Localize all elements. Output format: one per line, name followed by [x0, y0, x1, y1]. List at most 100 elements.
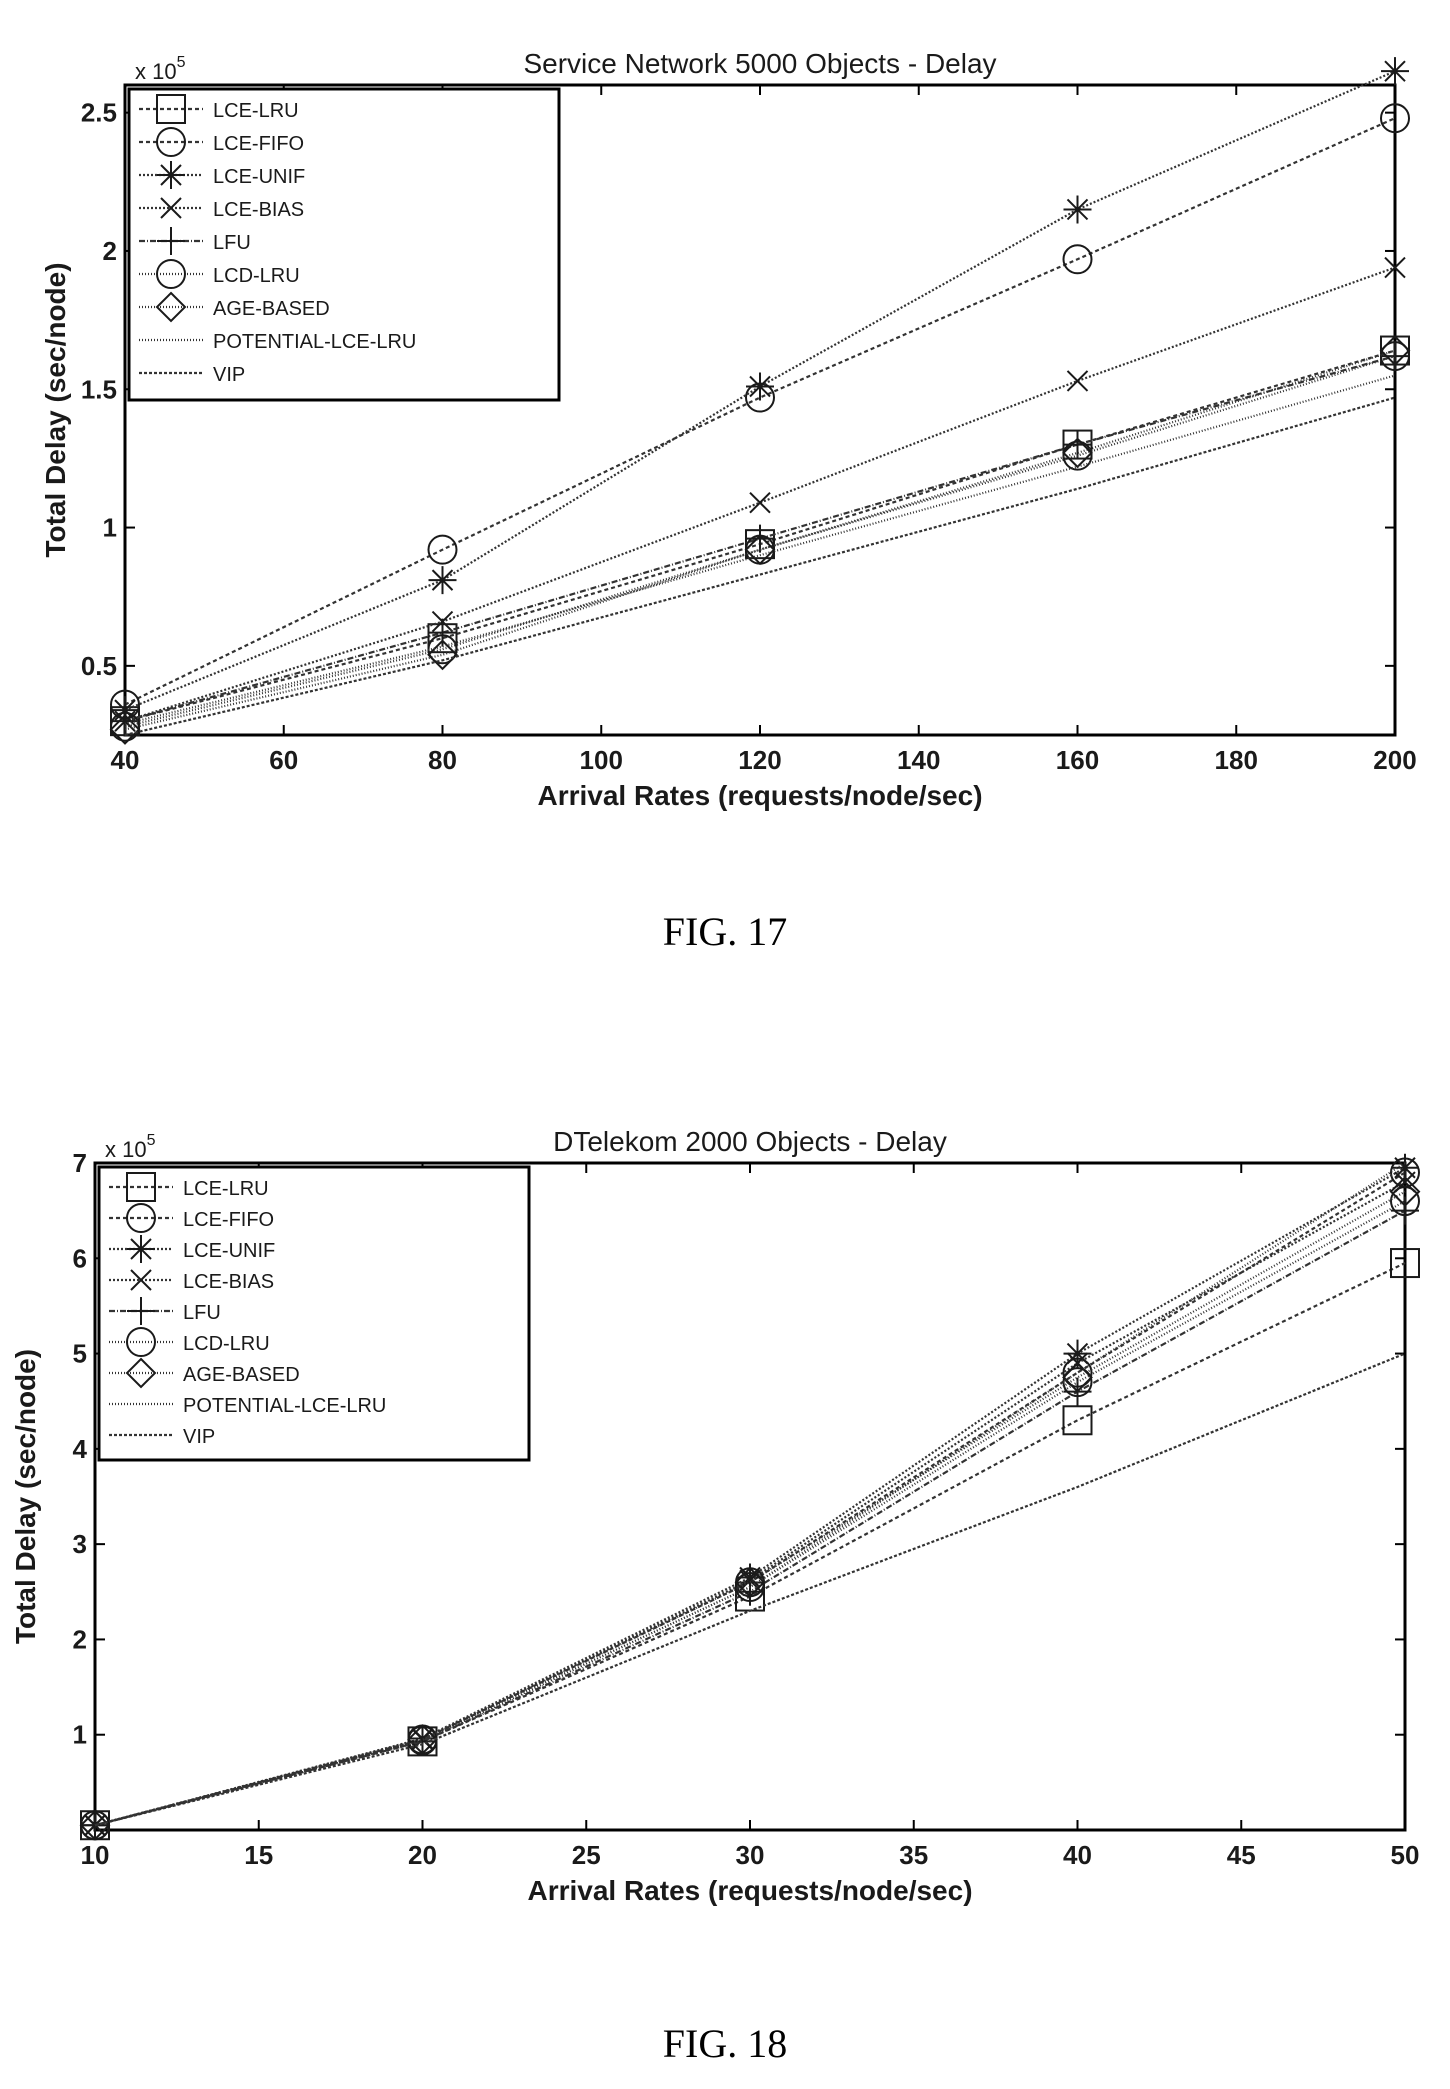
legend-marker [160, 197, 182, 219]
legend-item-VIP: VIP [109, 1426, 215, 1448]
data-point [1066, 370, 1089, 392]
data-point [1381, 57, 1409, 86]
y-axis-label: Total Delay (sec/node) [40, 262, 71, 557]
data-point [744, 534, 776, 566]
data-point [1390, 1186, 1420, 1217]
legend-label: AGE-BASED [183, 1364, 300, 1386]
legend-marker [157, 161, 185, 189]
series-LCE-FIFO [110, 103, 1410, 720]
series-line [124, 349, 1396, 731]
legend-item-LCE-LRU: LCE-LRU [139, 94, 299, 124]
legend-marker [156, 259, 186, 289]
x-tick-label: 120 [738, 745, 781, 775]
x-tick-label: 80 [428, 745, 457, 775]
x-tick-label: 25 [572, 1840, 601, 1870]
legend-item-LCE-BIAS: LCE-BIAS [109, 1269, 274, 1293]
data-point [1062, 1405, 1093, 1436]
data-point [428, 566, 457, 595]
legend-item-LFU: LFU [139, 227, 251, 255]
x-tick-label: 45 [1227, 1840, 1256, 1870]
legend-item-LCE-UNIF: LCE-UNIF [109, 1235, 275, 1263]
legend-item-LCE-UNIF: LCE-UNIF [139, 161, 305, 189]
data-point [109, 714, 141, 745]
series-AGE-BASED [109, 335, 1411, 745]
chart-title: DTelekom 2000 Objects - Delay [553, 1126, 947, 1157]
y-multiplier-exponent: 5 [177, 54, 186, 71]
legend-item-VIP: VIP [139, 364, 245, 386]
x-tick-label: 140 [897, 745, 940, 775]
legend-box [127, 87, 561, 402]
x-axis-label: Arrival Rates (requests/node/sec) [527, 1875, 972, 1906]
legend-label: LCE-BIAS [213, 199, 304, 221]
data-point [1390, 1248, 1420, 1279]
legend-item-LCD-LRU: LCD-LRU [109, 1327, 270, 1357]
data-point [1063, 1339, 1092, 1368]
series-POTENTIAL-LCE-LRU [94, 1162, 1406, 1827]
chart-title: Service Network 5000 Objects - Delay [523, 48, 996, 79]
series-line [124, 355, 1396, 728]
data-point [1391, 1153, 1419, 1182]
x-tick-label: 20 [408, 1840, 437, 1870]
y-tick-label: 1 [73, 1720, 87, 1750]
x-tick-label: 40 [111, 745, 140, 775]
legend-marker [156, 127, 186, 157]
x-tick-label: 50 [1391, 1840, 1420, 1870]
legend: LCE-LRU LCE-FIFO LCE-UNIF LCE-BIAS LFU LCD-LR… [127, 87, 561, 402]
legend-marker [156, 94, 186, 124]
data-point [1389, 1176, 1421, 1207]
legend-marker [127, 1297, 155, 1325]
series-line [124, 266, 1396, 723]
legend-label: LCE-FIFO [183, 1209, 274, 1231]
x-tick-label: 40 [1063, 1840, 1092, 1870]
series-line [124, 70, 1396, 712]
series-VIP [94, 1352, 1406, 1827]
data-point [81, 1811, 109, 1840]
x-tick-label: 60 [269, 745, 298, 775]
data-point [1063, 195, 1092, 224]
data-point [79, 1809, 111, 1841]
legend-marker [130, 1269, 152, 1291]
x-tick-label: 200 [1373, 745, 1416, 775]
y-tick-label: 0.5 [81, 651, 117, 681]
x-tick-label: 30 [736, 1840, 765, 1870]
legend-label: LCD-LRU [183, 1333, 270, 1355]
y-tick-label: 1.5 [81, 374, 117, 404]
legend-marker [127, 1235, 155, 1263]
y-tick-label: 7 [73, 1148, 87, 1178]
legend-marker [157, 227, 185, 255]
data-point [407, 1724, 438, 1755]
x-axis-label: Arrival Rates (requests/node/sec) [537, 780, 982, 811]
legend-item-LFU: LFU [109, 1297, 221, 1325]
legend-label: LCD-LRU [213, 265, 300, 287]
data-point [1062, 440, 1093, 471]
data-point [428, 618, 457, 647]
data-point [734, 1566, 766, 1598]
data-point [1380, 103, 1410, 134]
x-tick-label: 180 [1215, 745, 1258, 775]
legend-label: VIP [213, 364, 245, 386]
data-point [736, 1563, 764, 1592]
data-point [1062, 244, 1093, 275]
y-tick-label: 5 [73, 1339, 87, 1369]
legend-label: POTENTIAL-LCE-LRU [183, 1395, 386, 1417]
x-tick-label: 10 [81, 1840, 110, 1870]
legend-item-POTENTIAL-LCE-LRU: POTENTIAL-LCE-LRU [139, 331, 416, 353]
legend-label: LCE-UNIF [183, 1240, 275, 1262]
series-POTENTIAL-LCE-LRU [124, 374, 1396, 726]
data-point [746, 372, 774, 401]
data-point [1062, 1361, 1093, 1393]
legend-label: LFU [183, 1302, 221, 1324]
x-tick-label: 160 [1056, 745, 1099, 775]
legend-item-LCE-BIAS: LCE-BIAS [139, 197, 304, 221]
y-axis-label: Total Delay (sec/node) [10, 1349, 41, 1644]
legend-marker [125, 1357, 157, 1389]
y-multiplier-exponent: 5 [147, 1132, 156, 1149]
y-multiplier: x 105 [105, 1132, 156, 1162]
series-line [94, 1352, 1406, 1827]
legend-item-LCD-LRU: LCD-LRU [139, 259, 300, 289]
series-line [124, 374, 1396, 726]
legend-marker [155, 291, 187, 323]
legend-marker [126, 1203, 156, 1233]
x-tick-label: 15 [244, 1840, 273, 1870]
